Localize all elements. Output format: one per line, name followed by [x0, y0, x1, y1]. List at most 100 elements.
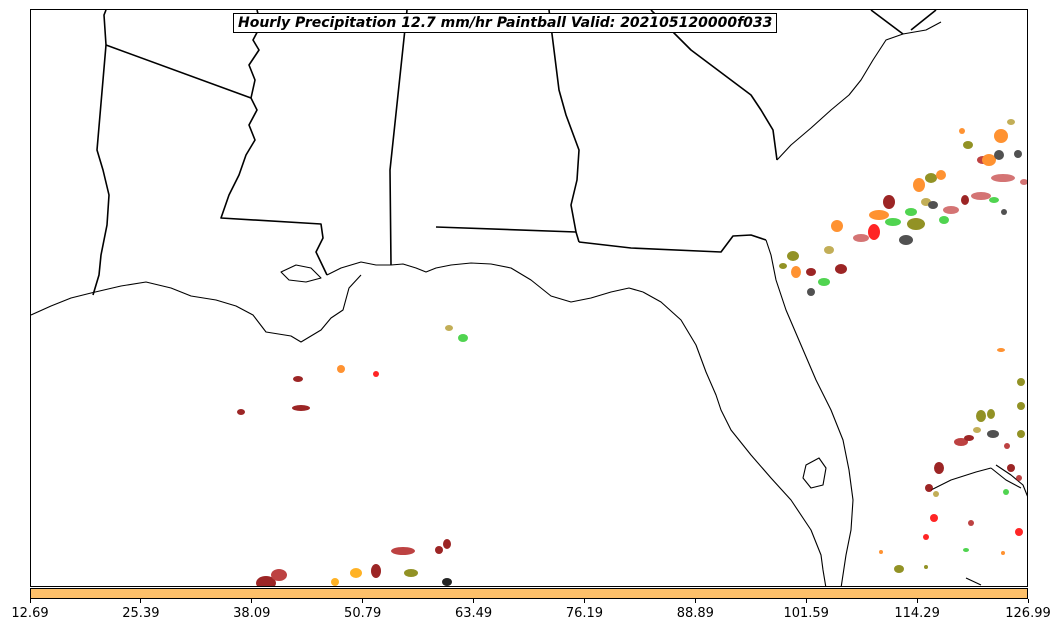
blob [868, 224, 880, 240]
blob [293, 376, 303, 382]
blob [435, 546, 443, 554]
colorbar-tick-mark [916, 599, 918, 603]
blob [971, 192, 991, 200]
blob [818, 278, 830, 286]
coast-mississippi-alabama [326, 261, 644, 303]
blob [1027, 326, 1028, 334]
blob [1017, 378, 1025, 386]
blob [925, 173, 937, 183]
blob [989, 197, 999, 203]
colorbar-tick-label: 12.69 [11, 606, 49, 621]
border-georgia-south-carolina [650, 10, 778, 161]
border-mississippi-alabama [389, 10, 408, 266]
blob [934, 462, 944, 474]
coastline [31, 21, 1027, 586]
blob [879, 550, 883, 554]
blob [954, 438, 968, 446]
blob [1007, 464, 1015, 472]
blob [964, 435, 974, 441]
blob [853, 234, 869, 242]
blob [994, 150, 1004, 160]
colorbar-tick-label: 63.49 [454, 606, 493, 621]
colorbar-tick-mark [805, 599, 807, 603]
colorbar-tick-mark [1027, 599, 1029, 603]
blob [1015, 528, 1023, 536]
blob [256, 576, 276, 586]
blob [997, 348, 1005, 352]
blob [1004, 443, 1010, 449]
map-title: Hourly Precipitation 12.7 mm/hr Paintbal… [233, 13, 778, 33]
blob [1016, 475, 1022, 481]
blob [404, 569, 418, 577]
colorbar [30, 588, 1028, 599]
blob [933, 491, 939, 497]
blob [968, 520, 974, 526]
blob [991, 174, 1015, 182]
blob [1014, 150, 1022, 158]
blob [939, 216, 949, 224]
blob [924, 565, 928, 569]
blob [869, 210, 889, 220]
blob [905, 208, 917, 216]
colorbar-tick-label: 126.99 [1005, 606, 1051, 621]
blob [442, 578, 452, 586]
blob [1001, 551, 1005, 555]
lake-okeechobee [802, 457, 827, 489]
blob [907, 218, 925, 230]
colorbar-tick-mark [694, 599, 696, 603]
lake-pontchartrain [280, 264, 322, 283]
blob [1020, 179, 1027, 185]
coast-florida-east [765, 239, 854, 586]
border-texas-louisiana [92, 10, 110, 296]
coast-atlantic [776, 21, 942, 161]
blob [807, 288, 815, 296]
blob [923, 534, 929, 540]
florida-keys [930, 467, 1022, 586]
colorbar-tick-label: 88.89 [676, 606, 714, 621]
blob [976, 410, 986, 422]
blob [331, 578, 339, 586]
blob [1007, 119, 1015, 125]
blob [928, 201, 938, 209]
border-georgia-florida [578, 234, 767, 253]
colorbar-tick-mark [473, 599, 475, 603]
colorbar-tick-mark [29, 599, 31, 603]
blob [973, 427, 981, 433]
blob [1003, 489, 1009, 495]
blob [959, 128, 965, 134]
blob [373, 371, 379, 377]
blob [443, 539, 451, 549]
colorbar-tick-label: 76.19 [565, 606, 604, 621]
blob [237, 409, 245, 415]
blob [987, 430, 999, 438]
blob [779, 263, 787, 269]
blob [963, 548, 969, 552]
blob [925, 484, 933, 492]
map-canvas [31, 10, 1028, 586]
blob [350, 568, 362, 578]
blob [791, 266, 801, 278]
blob [1017, 402, 1025, 410]
blob [831, 220, 843, 232]
blob [271, 569, 287, 581]
paintball-blobs [237, 119, 1028, 586]
colorbar-tick-mark [140, 599, 142, 603]
blob [458, 334, 468, 342]
map-panel [30, 9, 1028, 587]
blob [961, 195, 969, 205]
blob [913, 178, 925, 192]
blob [1017, 430, 1025, 438]
blob [994, 129, 1008, 143]
coast-florida-panhandle [642, 291, 827, 586]
colorbar-tick-label: 101.59 [783, 606, 829, 621]
blob [936, 170, 946, 180]
blob [963, 141, 973, 149]
blob [899, 235, 913, 245]
colorbar-tick-label: 50.79 [344, 606, 382, 621]
blob [930, 514, 938, 522]
coast-texas-louisiana [31, 274, 362, 343]
blob [292, 405, 310, 411]
blob [987, 409, 995, 419]
border-alabama-georgia [548, 10, 580, 243]
blob [943, 206, 959, 214]
